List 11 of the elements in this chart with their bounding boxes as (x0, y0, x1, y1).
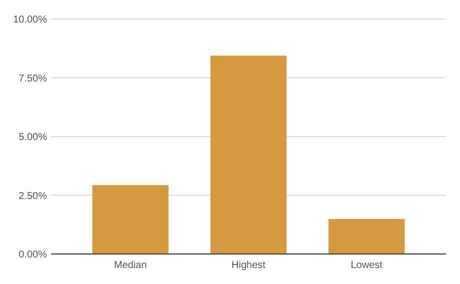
x-tick-label: Median (114, 260, 147, 271)
y-tick-label: 0.00% (18, 250, 48, 260)
y-tick-label: 7.50% (18, 73, 48, 84)
x-tick-label: Highest (232, 260, 266, 271)
bar (92, 185, 168, 254)
y-tick-label: 2.50% (18, 190, 48, 202)
bar (210, 56, 287, 254)
x-tick-label: Lowest (350, 260, 383, 271)
y-tick-label: 5.00% (18, 132, 48, 143)
bar (328, 218, 405, 254)
y-tick-label: 10.00% (13, 14, 48, 26)
